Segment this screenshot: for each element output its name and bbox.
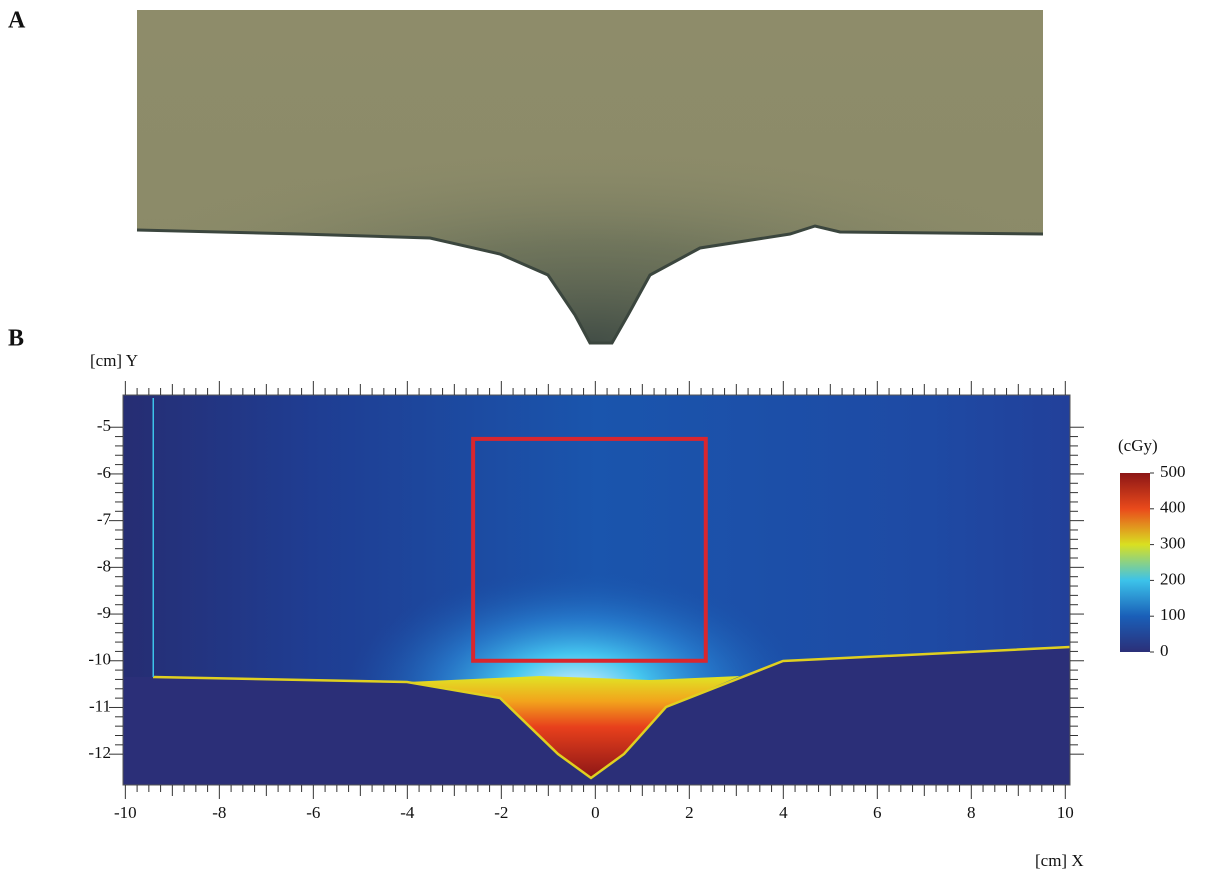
x-tick-label: -4 xyxy=(400,803,415,822)
colorbar-tick-label: 0 xyxy=(1160,641,1169,660)
x-tick-label: 4 xyxy=(779,803,788,822)
colorbar-tick-label: 400 xyxy=(1160,498,1186,517)
colorbar-tick-label: 100 xyxy=(1160,605,1186,624)
colorbar-tick-label: 300 xyxy=(1160,534,1186,553)
y-tick-label: -5 xyxy=(97,416,111,435)
y-tick-label: -9 xyxy=(97,603,111,622)
colorbar-tick-label: 500 xyxy=(1160,462,1186,481)
x-tick-label: -8 xyxy=(212,803,226,822)
y-tick-label: -7 xyxy=(97,510,112,529)
y-tick-label: -6 xyxy=(97,463,111,482)
film-photo xyxy=(137,10,1043,343)
x-tick-label: 0 xyxy=(591,803,600,822)
x-tick-label: -10 xyxy=(114,803,137,822)
y-tick-label: -12 xyxy=(88,743,111,762)
figure: A B -10 -8 -6 -4 -2 0 2 4 6 8 10 -5 -6 -7 -8 -9 -10 -11 -12 [… xyxy=(0,0,1221,877)
colorbar xyxy=(1120,473,1150,652)
colorbar-label: (cGy) xyxy=(1118,436,1158,455)
x-tick-label: 2 xyxy=(685,803,694,822)
x-tick-label: -6 xyxy=(306,803,320,822)
dose-map xyxy=(123,395,1070,810)
colorbar-tick-label: 200 xyxy=(1160,569,1186,588)
y-tick-label: -10 xyxy=(88,650,111,669)
x-tick-label: 8 xyxy=(967,803,976,822)
x-tick-label: 10 xyxy=(1057,803,1074,822)
y-axis-label: [cm] Y xyxy=(90,351,138,370)
y-tick-label: -11 xyxy=(89,696,111,715)
panel-label: B xyxy=(8,326,24,352)
x-tick-label: 6 xyxy=(873,803,882,822)
y-tick-label: -8 xyxy=(97,556,111,575)
panel-label: A xyxy=(8,8,26,34)
x-tick-label: -2 xyxy=(494,803,508,822)
x-axis-label: [cm] X xyxy=(1035,851,1084,870)
